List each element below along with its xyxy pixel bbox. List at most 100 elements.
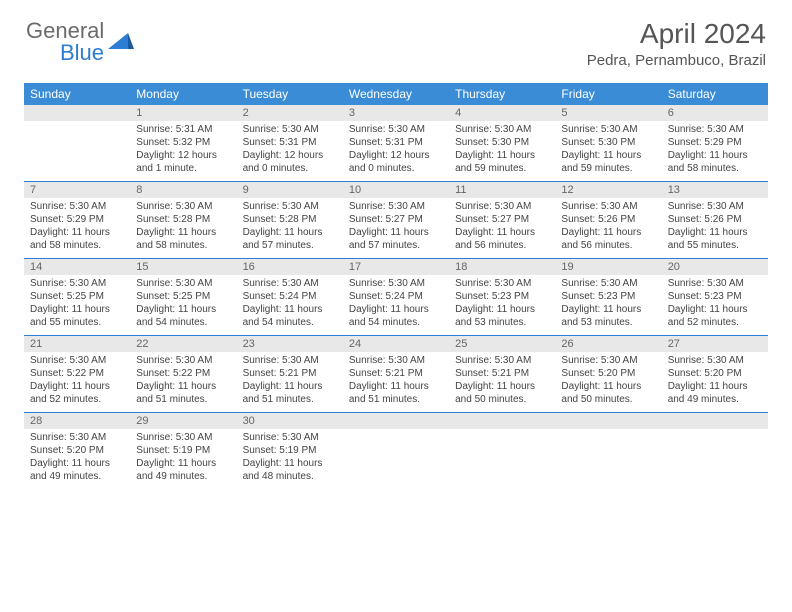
calendar-row: 28Sunrise: 5:30 AMSunset: 5:20 PMDayligh… bbox=[24, 413, 768, 490]
day-text: Sunrise: 5:30 AMSunset: 5:19 PMDaylight:… bbox=[237, 429, 343, 489]
day-text: Sunrise: 5:30 AMSunset: 5:31 PMDaylight:… bbox=[343, 121, 449, 181]
day-text: Sunrise: 5:30 AMSunset: 5:21 PMDaylight:… bbox=[449, 352, 555, 412]
logo: General Blue bbox=[26, 18, 134, 66]
calendar-table: SundayMondayTuesdayWednesdayThursdayFrid… bbox=[24, 83, 768, 489]
day-number: 18 bbox=[449, 259, 555, 275]
calendar-cell: 30Sunrise: 5:30 AMSunset: 5:19 PMDayligh… bbox=[237, 413, 343, 490]
calendar-row: 1Sunrise: 5:31 AMSunset: 5:32 PMDaylight… bbox=[24, 105, 768, 182]
calendar-cell: 19Sunrise: 5:30 AMSunset: 5:23 PMDayligh… bbox=[555, 259, 661, 336]
day-text: Sunrise: 5:30 AMSunset: 5:26 PMDaylight:… bbox=[555, 198, 661, 258]
day-number: 5 bbox=[555, 105, 661, 121]
calendar-cell: 3Sunrise: 5:30 AMSunset: 5:31 PMDaylight… bbox=[343, 105, 449, 182]
day-text bbox=[662, 429, 768, 481]
day-number bbox=[555, 413, 661, 429]
month-title: April 2024 bbox=[587, 18, 766, 50]
day-number: 12 bbox=[555, 182, 661, 198]
calendar-cell: 8Sunrise: 5:30 AMSunset: 5:28 PMDaylight… bbox=[130, 182, 236, 259]
calendar-cell bbox=[449, 413, 555, 490]
calendar-cell: 25Sunrise: 5:30 AMSunset: 5:21 PMDayligh… bbox=[449, 336, 555, 413]
header: General Blue April 2024 Pedra, Pernambuc… bbox=[0, 0, 792, 75]
calendar-cell: 27Sunrise: 5:30 AMSunset: 5:20 PMDayligh… bbox=[662, 336, 768, 413]
day-text: Sunrise: 5:30 AMSunset: 5:27 PMDaylight:… bbox=[343, 198, 449, 258]
day-text: Sunrise: 5:30 AMSunset: 5:20 PMDaylight:… bbox=[662, 352, 768, 412]
day-number: 30 bbox=[237, 413, 343, 429]
day-number: 23 bbox=[237, 336, 343, 352]
calendar-cell bbox=[662, 413, 768, 490]
day-number: 29 bbox=[130, 413, 236, 429]
day-text: Sunrise: 5:30 AMSunset: 5:29 PMDaylight:… bbox=[662, 121, 768, 181]
calendar-cell: 24Sunrise: 5:30 AMSunset: 5:21 PMDayligh… bbox=[343, 336, 449, 413]
day-text: Sunrise: 5:30 AMSunset: 5:22 PMDaylight:… bbox=[130, 352, 236, 412]
calendar-cell: 16Sunrise: 5:30 AMSunset: 5:24 PMDayligh… bbox=[237, 259, 343, 336]
day-number: 7 bbox=[24, 182, 130, 198]
calendar-cell bbox=[555, 413, 661, 490]
day-number: 8 bbox=[130, 182, 236, 198]
day-text bbox=[343, 429, 449, 481]
day-number: 20 bbox=[662, 259, 768, 275]
day-number: 28 bbox=[24, 413, 130, 429]
calendar-cell: 22Sunrise: 5:30 AMSunset: 5:22 PMDayligh… bbox=[130, 336, 236, 413]
day-number: 6 bbox=[662, 105, 768, 121]
day-number: 3 bbox=[343, 105, 449, 121]
day-text: Sunrise: 5:30 AMSunset: 5:21 PMDaylight:… bbox=[237, 352, 343, 412]
calendar-cell: 13Sunrise: 5:30 AMSunset: 5:26 PMDayligh… bbox=[662, 182, 768, 259]
calendar-cell: 15Sunrise: 5:30 AMSunset: 5:25 PMDayligh… bbox=[130, 259, 236, 336]
day-text: Sunrise: 5:30 AMSunset: 5:27 PMDaylight:… bbox=[449, 198, 555, 258]
day-number: 14 bbox=[24, 259, 130, 275]
location: Pedra, Pernambuco, Brazil bbox=[587, 52, 766, 69]
calendar-cell: 17Sunrise: 5:30 AMSunset: 5:24 PMDayligh… bbox=[343, 259, 449, 336]
day-number: 9 bbox=[237, 182, 343, 198]
day-number bbox=[24, 105, 130, 121]
calendar-cell: 5Sunrise: 5:30 AMSunset: 5:30 PMDaylight… bbox=[555, 105, 661, 182]
day-text: Sunrise: 5:30 AMSunset: 5:30 PMDaylight:… bbox=[555, 121, 661, 181]
calendar-cell: 23Sunrise: 5:30 AMSunset: 5:21 PMDayligh… bbox=[237, 336, 343, 413]
day-number: 19 bbox=[555, 259, 661, 275]
day-number: 26 bbox=[555, 336, 661, 352]
day-text: Sunrise: 5:30 AMSunset: 5:28 PMDaylight:… bbox=[237, 198, 343, 258]
logo-text-block: General Blue bbox=[26, 18, 104, 66]
day-text: Sunrise: 5:31 AMSunset: 5:32 PMDaylight:… bbox=[130, 121, 236, 181]
day-text: Sunrise: 5:30 AMSunset: 5:24 PMDaylight:… bbox=[343, 275, 449, 335]
calendar-cell: 4Sunrise: 5:30 AMSunset: 5:30 PMDaylight… bbox=[449, 105, 555, 182]
day-header: Saturday bbox=[662, 83, 768, 105]
day-text: Sunrise: 5:30 AMSunset: 5:21 PMDaylight:… bbox=[343, 352, 449, 412]
calendar-cell: 11Sunrise: 5:30 AMSunset: 5:27 PMDayligh… bbox=[449, 182, 555, 259]
day-header: Sunday bbox=[24, 83, 130, 105]
day-header: Monday bbox=[130, 83, 236, 105]
calendar-cell: 10Sunrise: 5:30 AMSunset: 5:27 PMDayligh… bbox=[343, 182, 449, 259]
calendar-cell: 6Sunrise: 5:30 AMSunset: 5:29 PMDaylight… bbox=[662, 105, 768, 182]
day-text bbox=[449, 429, 555, 481]
day-number: 11 bbox=[449, 182, 555, 198]
day-number: 10 bbox=[343, 182, 449, 198]
day-number: 27 bbox=[662, 336, 768, 352]
calendar-row: 21Sunrise: 5:30 AMSunset: 5:22 PMDayligh… bbox=[24, 336, 768, 413]
logo-text-blue: Blue bbox=[60, 40, 104, 66]
day-header: Thursday bbox=[449, 83, 555, 105]
day-number: 1 bbox=[130, 105, 236, 121]
day-number: 22 bbox=[130, 336, 236, 352]
day-number: 16 bbox=[237, 259, 343, 275]
calendar-cell: 12Sunrise: 5:30 AMSunset: 5:26 PMDayligh… bbox=[555, 182, 661, 259]
day-number: 17 bbox=[343, 259, 449, 275]
day-header: Wednesday bbox=[343, 83, 449, 105]
day-text: Sunrise: 5:30 AMSunset: 5:30 PMDaylight:… bbox=[449, 121, 555, 181]
day-text: Sunrise: 5:30 AMSunset: 5:28 PMDaylight:… bbox=[130, 198, 236, 258]
calendar-cell: 20Sunrise: 5:30 AMSunset: 5:23 PMDayligh… bbox=[662, 259, 768, 336]
day-text: Sunrise: 5:30 AMSunset: 5:22 PMDaylight:… bbox=[24, 352, 130, 412]
day-text bbox=[24, 121, 130, 173]
day-number bbox=[449, 413, 555, 429]
day-text: Sunrise: 5:30 AMSunset: 5:23 PMDaylight:… bbox=[555, 275, 661, 335]
day-number: 25 bbox=[449, 336, 555, 352]
calendar-cell: 18Sunrise: 5:30 AMSunset: 5:23 PMDayligh… bbox=[449, 259, 555, 336]
calendar-cell bbox=[24, 105, 130, 182]
title-block: April 2024 Pedra, Pernambuco, Brazil bbox=[587, 18, 766, 69]
day-number: 15 bbox=[130, 259, 236, 275]
day-text: Sunrise: 5:30 AMSunset: 5:20 PMDaylight:… bbox=[555, 352, 661, 412]
calendar-body: 1Sunrise: 5:31 AMSunset: 5:32 PMDaylight… bbox=[24, 105, 768, 489]
day-text: Sunrise: 5:30 AMSunset: 5:25 PMDaylight:… bbox=[130, 275, 236, 335]
day-text: Sunrise: 5:30 AMSunset: 5:26 PMDaylight:… bbox=[662, 198, 768, 258]
day-number: 24 bbox=[343, 336, 449, 352]
day-number: 2 bbox=[237, 105, 343, 121]
day-number bbox=[343, 413, 449, 429]
day-number bbox=[662, 413, 768, 429]
